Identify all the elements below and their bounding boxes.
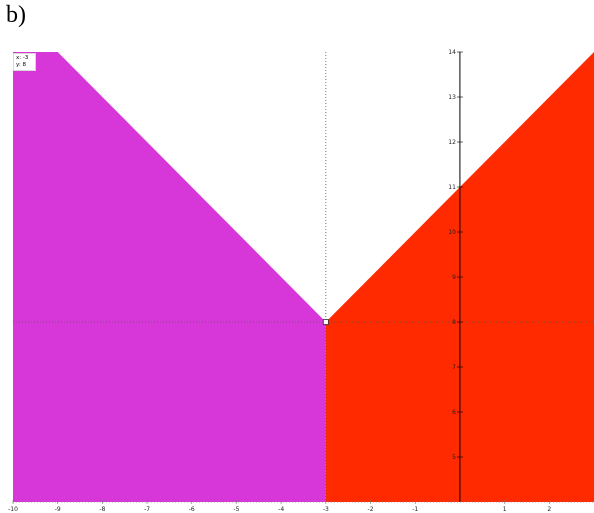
readout-y: y: 8: [16, 62, 26, 68]
y-tick-label: 7: [452, 364, 456, 371]
y-tick-label: 11: [448, 184, 456, 191]
x-tick-label: -1: [412, 506, 418, 513]
y-tick-label: 9: [452, 274, 456, 281]
region-left: [13, 52, 326, 502]
guide-layer: [13, 52, 594, 502]
point-marker[interactable]: [322, 319, 329, 325]
coordinate-readout: x: -3 y: 8: [13, 53, 36, 71]
x-tick-label: -8: [99, 506, 105, 513]
y-tick-label: 5: [452, 454, 456, 461]
x-tick-label: 2: [547, 506, 551, 513]
y-tick-label: 12: [448, 139, 456, 146]
y-tick-label: 8: [452, 319, 456, 326]
y-tick-label: 13: [448, 94, 456, 101]
x-tick-label: -5: [233, 506, 239, 513]
x-tick-label: -4: [278, 506, 284, 513]
x-tick-label: 1: [503, 506, 507, 513]
x-tick-label: -9: [55, 506, 61, 513]
y-tick-label: 6: [452, 409, 456, 416]
x-tick-label: -2: [368, 506, 374, 513]
readout-x: x: -3: [16, 55, 29, 61]
y-tick-label: 10: [448, 229, 456, 236]
x-tick-label: -3: [323, 506, 329, 513]
marker-layer: [322, 319, 329, 325]
x-tick-label: -7: [144, 506, 150, 513]
x-tick-label: -10: [8, 506, 18, 513]
region-layer: [13, 52, 594, 502]
x-tick-label: -6: [189, 506, 195, 513]
y-tick-label: 14: [448, 49, 456, 56]
panel-label: b): [6, 2, 26, 28]
